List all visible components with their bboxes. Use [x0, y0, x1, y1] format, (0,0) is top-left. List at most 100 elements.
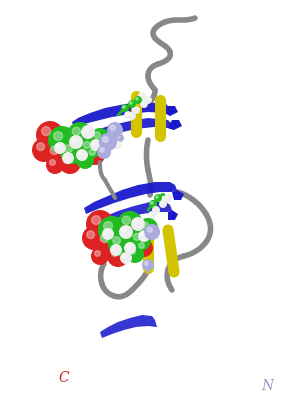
- Circle shape: [78, 151, 82, 155]
- Circle shape: [125, 113, 128, 115]
- Circle shape: [110, 125, 115, 130]
- Text: N: N: [262, 379, 274, 393]
- Circle shape: [142, 102, 144, 104]
- Circle shape: [138, 92, 146, 100]
- Circle shape: [110, 244, 122, 256]
- Circle shape: [131, 217, 145, 231]
- Circle shape: [159, 200, 167, 208]
- Circle shape: [98, 216, 126, 244]
- Circle shape: [126, 245, 144, 263]
- Circle shape: [45, 141, 71, 167]
- Circle shape: [94, 132, 100, 138]
- Circle shape: [63, 156, 70, 164]
- Circle shape: [82, 226, 106, 250]
- Circle shape: [99, 133, 117, 151]
- Circle shape: [67, 122, 93, 148]
- Circle shape: [146, 98, 148, 100]
- Circle shape: [116, 143, 118, 145]
- Circle shape: [119, 225, 133, 239]
- Circle shape: [135, 239, 153, 257]
- Circle shape: [111, 250, 118, 256]
- Circle shape: [134, 108, 136, 110]
- Circle shape: [108, 232, 132, 256]
- Circle shape: [69, 135, 83, 149]
- Circle shape: [113, 237, 121, 244]
- Circle shape: [150, 213, 152, 215]
- Circle shape: [64, 154, 68, 158]
- Circle shape: [144, 224, 160, 240]
- Circle shape: [89, 149, 95, 155]
- Circle shape: [46, 156, 64, 174]
- Circle shape: [62, 152, 74, 164]
- Circle shape: [155, 196, 158, 198]
- Circle shape: [142, 259, 154, 271]
- Polygon shape: [165, 106, 178, 116]
- Circle shape: [112, 246, 116, 250]
- Circle shape: [87, 231, 95, 238]
- Circle shape: [139, 242, 144, 248]
- Circle shape: [100, 234, 109, 242]
- Polygon shape: [172, 190, 184, 200]
- Circle shape: [122, 254, 126, 258]
- Circle shape: [56, 144, 60, 148]
- Circle shape: [130, 114, 132, 116]
- Circle shape: [118, 136, 120, 138]
- Circle shape: [124, 242, 136, 254]
- Circle shape: [85, 145, 105, 165]
- Circle shape: [164, 194, 172, 202]
- Circle shape: [130, 102, 132, 104]
- Circle shape: [60, 140, 84, 164]
- Circle shape: [144, 96, 152, 104]
- Circle shape: [107, 122, 123, 138]
- Circle shape: [126, 244, 130, 248]
- Circle shape: [161, 202, 163, 204]
- Circle shape: [72, 127, 80, 136]
- Polygon shape: [90, 202, 172, 232]
- Circle shape: [129, 229, 151, 251]
- Circle shape: [86, 210, 114, 238]
- Text: C: C: [59, 371, 69, 385]
- Circle shape: [147, 227, 152, 232]
- Circle shape: [116, 134, 124, 142]
- Circle shape: [100, 148, 104, 152]
- Circle shape: [140, 232, 144, 236]
- Circle shape: [32, 138, 56, 162]
- Circle shape: [117, 211, 143, 237]
- Polygon shape: [74, 118, 174, 146]
- Circle shape: [90, 128, 110, 148]
- Circle shape: [50, 146, 58, 154]
- Circle shape: [90, 139, 102, 151]
- Circle shape: [130, 248, 135, 254]
- Circle shape: [138, 230, 150, 242]
- Circle shape: [134, 220, 138, 224]
- Circle shape: [102, 228, 114, 240]
- Circle shape: [128, 100, 136, 108]
- Circle shape: [151, 202, 153, 204]
- Circle shape: [65, 145, 73, 152]
- Circle shape: [124, 111, 132, 119]
- Circle shape: [104, 230, 108, 234]
- Circle shape: [107, 245, 129, 267]
- Circle shape: [148, 211, 156, 219]
- Circle shape: [120, 252, 132, 264]
- Circle shape: [81, 125, 95, 139]
- Circle shape: [132, 106, 140, 114]
- Circle shape: [134, 96, 142, 104]
- Circle shape: [97, 145, 111, 159]
- Circle shape: [79, 137, 101, 159]
- Circle shape: [133, 233, 140, 240]
- Circle shape: [91, 216, 101, 224]
- Circle shape: [144, 262, 148, 265]
- Circle shape: [122, 216, 131, 224]
- Circle shape: [138, 218, 158, 238]
- Circle shape: [72, 138, 76, 142]
- Circle shape: [114, 141, 122, 149]
- Circle shape: [36, 121, 64, 149]
- Circle shape: [54, 132, 62, 140]
- Circle shape: [128, 112, 136, 120]
- Circle shape: [166, 196, 168, 198]
- Circle shape: [95, 229, 121, 255]
- Circle shape: [50, 160, 55, 165]
- Polygon shape: [100, 315, 157, 338]
- Circle shape: [103, 137, 108, 142]
